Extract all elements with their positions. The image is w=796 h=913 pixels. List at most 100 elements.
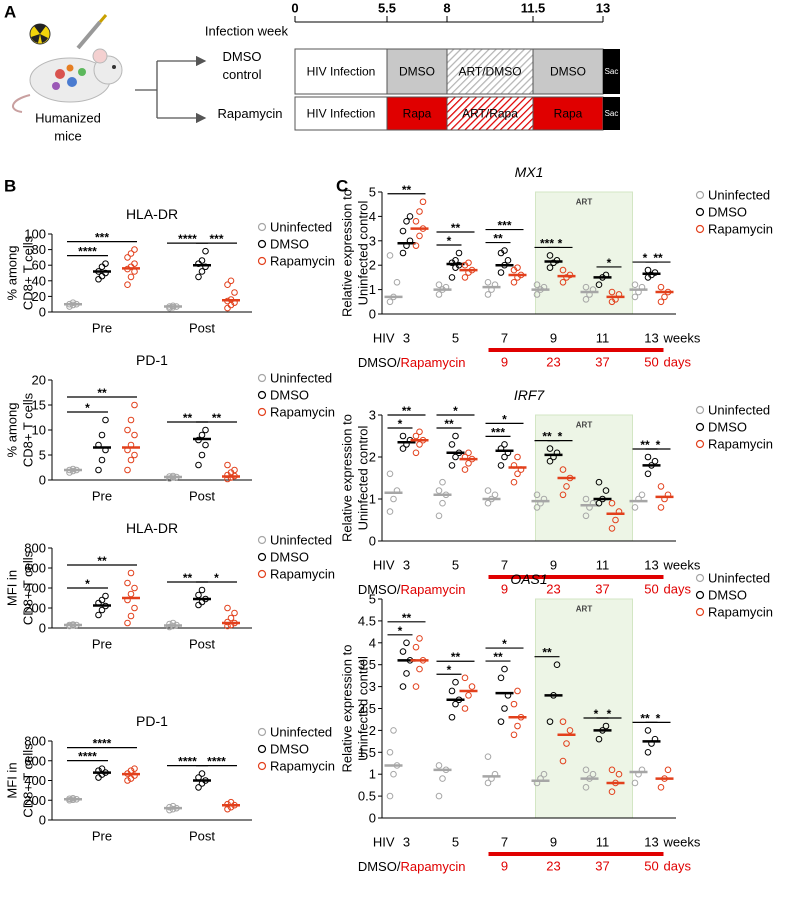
data-point: [582, 495, 590, 503]
data-point: [166, 623, 173, 631]
x-tick-label: Post: [189, 637, 215, 652]
y-tick-label: 15: [32, 398, 46, 413]
legend-marker: [257, 256, 267, 266]
data-point: [124, 466, 131, 474]
data-point: [399, 249, 407, 257]
data-point: [563, 740, 570, 747]
data-point: [514, 722, 521, 730]
sac-label: Sac: [605, 67, 619, 76]
legend-marker: [695, 590, 705, 600]
significance-label: ****: [93, 737, 112, 751]
legend-marker: [257, 552, 267, 562]
significance-label: **: [653, 251, 663, 265]
significance-label: *: [502, 412, 507, 426]
data-point: [582, 512, 590, 520]
data-point: [448, 441, 456, 448]
sac-label: Sac: [605, 109, 619, 118]
y-tick-label: 0: [39, 813, 46, 828]
legend-label: DMSO: [708, 588, 747, 603]
data-point: [452, 700, 459, 708]
days-suffix: days: [664, 582, 692, 597]
data-point: [386, 298, 394, 306]
significance-label: **: [402, 611, 412, 625]
panel-label: C: [336, 177, 348, 196]
data-point: [439, 499, 446, 507]
x-prefix: HIV: [373, 558, 395, 573]
data-point: [484, 499, 492, 507]
significance-label: *: [643, 251, 648, 265]
data-point: [448, 462, 456, 469]
data-point: [589, 770, 597, 778]
data-point: [386, 792, 394, 800]
y-tick-label: 400: [24, 773, 46, 788]
data-point: [465, 692, 472, 699]
data-point: [224, 281, 231, 289]
data-point: [546, 457, 554, 465]
day-label: 23: [546, 355, 560, 370]
data-point: [608, 766, 616, 774]
data-point: [399, 445, 407, 452]
data-point: [563, 483, 570, 490]
significance-label: ***: [497, 219, 511, 233]
data-point: [127, 273, 135, 281]
data-point: [231, 289, 238, 296]
mouse-label: Humanized: [35, 111, 101, 126]
x-tick-label: 9: [550, 331, 557, 346]
y-axis-label: % among: [5, 403, 20, 458]
data-point: [582, 296, 590, 303]
y-tick-label: 0: [369, 307, 376, 322]
data-point: [501, 441, 508, 448]
x-tick-label: Post: [189, 321, 215, 336]
y-axis-label: CD8+ T cells: [21, 550, 36, 625]
significance-label: **: [402, 183, 412, 197]
legend-label: DMSO: [270, 742, 309, 757]
treatment-segment: [446, 48, 534, 95]
data-point: [195, 273, 202, 281]
chart-title: MX1: [515, 164, 544, 180]
x-tick-label: 3: [403, 835, 410, 850]
data-point: [98, 596, 106, 604]
y-tick-label: 80: [32, 242, 46, 257]
legend-marker: [695, 405, 705, 415]
y-axis-label: Relative expression to: [340, 645, 355, 773]
data-point: [602, 722, 610, 730]
days-prefix: DMSO/: [358, 859, 401, 874]
significance-label: **: [493, 232, 503, 246]
y-tick-label: 1: [369, 492, 376, 507]
data-point: [131, 765, 138, 772]
data-point: [195, 591, 202, 599]
legend-label: DMSO: [708, 420, 747, 435]
legend-label: DMSO: [270, 237, 309, 252]
data-point: [533, 504, 541, 511]
y-tick-label: 800: [24, 541, 46, 556]
data-point: [468, 683, 476, 690]
x-tick-label: Post: [189, 489, 215, 504]
days-group: Rapamycin: [400, 859, 465, 874]
y-tick-label: 4: [369, 635, 376, 650]
y-tick-label: 200: [24, 793, 46, 808]
y-tick-label: 1: [369, 282, 376, 297]
legend-label: Rapamycin: [270, 254, 335, 269]
y-tick-label: 200: [24, 601, 46, 616]
art-shade: [535, 414, 633, 542]
data-point: [390, 727, 397, 734]
shade-label: ART: [576, 605, 593, 614]
significance-label: ****: [178, 755, 197, 769]
y-tick-label: 5: [369, 592, 376, 607]
y-axis-label: Relative expression to: [340, 414, 355, 542]
data-point: [497, 269, 505, 276]
data-point: [195, 461, 202, 469]
data-point: [399, 432, 407, 440]
significance-label: *: [656, 711, 661, 725]
legend-label: Uninfected: [270, 533, 332, 548]
sac-box: [603, 97, 620, 130]
day-label: 37: [595, 859, 609, 874]
legend-label: Uninfected: [708, 571, 770, 586]
days-group: Rapamycin: [400, 582, 465, 597]
days-suffix: days: [664, 355, 692, 370]
days-prefix-label: DMSO/Rapamycin: [358, 582, 466, 597]
data-point: [198, 268, 206, 275]
data-point: [615, 770, 623, 778]
legend-label: Rapamycin: [708, 222, 773, 237]
